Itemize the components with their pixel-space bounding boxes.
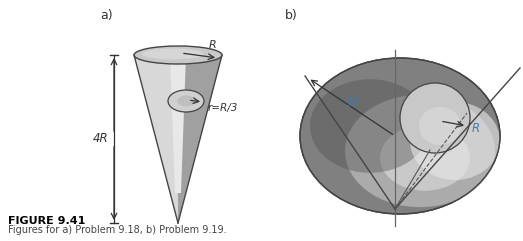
Polygon shape <box>134 55 178 223</box>
Ellipse shape <box>400 83 470 153</box>
Text: b): b) <box>285 9 298 22</box>
Ellipse shape <box>380 125 470 191</box>
Ellipse shape <box>168 90 204 112</box>
Text: FIGURE 9.41: FIGURE 9.41 <box>8 216 85 226</box>
Text: a): a) <box>100 9 112 22</box>
Polygon shape <box>170 55 186 193</box>
Text: R: R <box>209 40 217 50</box>
Ellipse shape <box>419 107 461 145</box>
Ellipse shape <box>300 58 500 214</box>
Ellipse shape <box>134 46 222 64</box>
Ellipse shape <box>142 49 204 59</box>
Text: 4R: 4R <box>93 133 108 146</box>
Text: r=R/3: r=R/3 <box>208 103 238 113</box>
Text: 3R: 3R <box>345 96 361 109</box>
Ellipse shape <box>177 95 195 107</box>
Ellipse shape <box>345 95 495 207</box>
Ellipse shape <box>310 79 430 173</box>
Ellipse shape <box>410 102 500 180</box>
Polygon shape <box>178 55 222 223</box>
Text: Figures for a) Problem 9.18, b) Problem 9.19.: Figures for a) Problem 9.18, b) Problem … <box>8 225 226 235</box>
Text: R: R <box>472 122 480 135</box>
